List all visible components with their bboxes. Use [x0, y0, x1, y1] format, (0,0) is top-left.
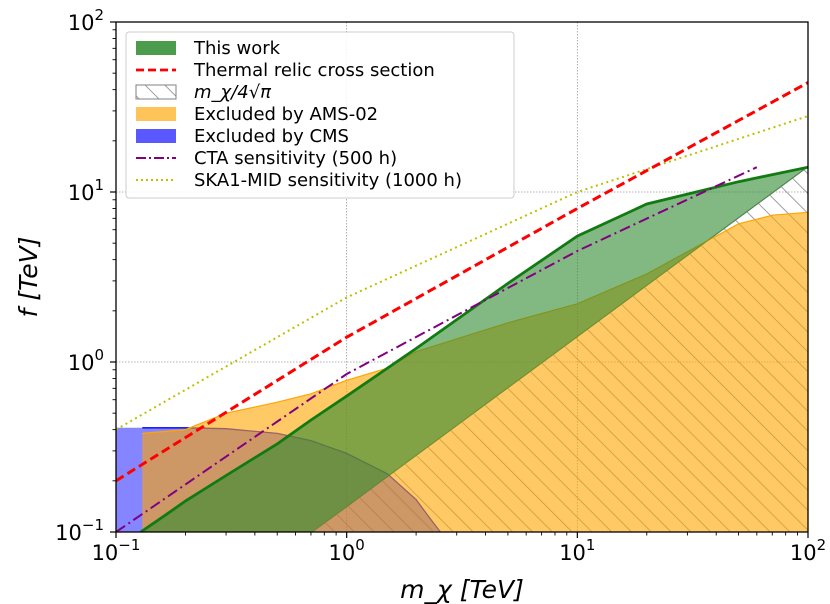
this-work-upper-edge: [139, 165, 808, 532]
legend-item-5-label: CTA sensitivity (500 h): [194, 148, 397, 169]
y-tick-label: 100: [68, 346, 104, 375]
plot-frame: [115, 21, 809, 533]
legend-item-6-label: SKA1-MID sensitivity (1000 h): [194, 170, 462, 191]
legend-item-2-swatch: [135, 84, 177, 100]
this-work-band: [140, 167, 808, 532]
legend-item-4-swatch: [136, 129, 176, 143]
legend-item-1-label: Thermal relic cross section: [193, 60, 435, 81]
x-tick-label: 100: [329, 536, 365, 565]
y-tick-label: 102: [68, 6, 104, 35]
legend-item-3-swatch: [136, 107, 176, 121]
legend-box: [125, 31, 515, 199]
thermal-relic-line: [116, 81, 808, 483]
ticks: 10−1 100 101 102 10−1 100 101 102: [55, 6, 826, 565]
x-axis-label-text: m_χ [TeV]: [400, 575, 524, 604]
y-tick-label: 10−1: [55, 516, 104, 545]
x-axis-label: m_χ [TeV]: [400, 575, 524, 604]
cta-line: [116, 166, 758, 532]
y-tick-label: 101: [68, 176, 104, 205]
ska-line: [116, 115, 808, 431]
x-tick-label: 102: [790, 536, 826, 565]
legend-item-4-label: Excluded by CMS: [194, 126, 349, 147]
y-axis-label: f [TeV]: [14, 237, 43, 318]
x-tick-label: 10−1: [92, 536, 141, 565]
legend-item-2-label: m_χ/4√π: [194, 82, 272, 103]
legend-item-0-swatch: [136, 41, 176, 55]
x-tick-label: 101: [559, 536, 595, 565]
legend-item-0-label: This work: [193, 38, 281, 59]
y-axis-label-text: f [TeV]: [14, 237, 43, 318]
series: [116, 81, 808, 532]
legend-item-3-label: Excluded by AMS-02: [194, 104, 378, 125]
